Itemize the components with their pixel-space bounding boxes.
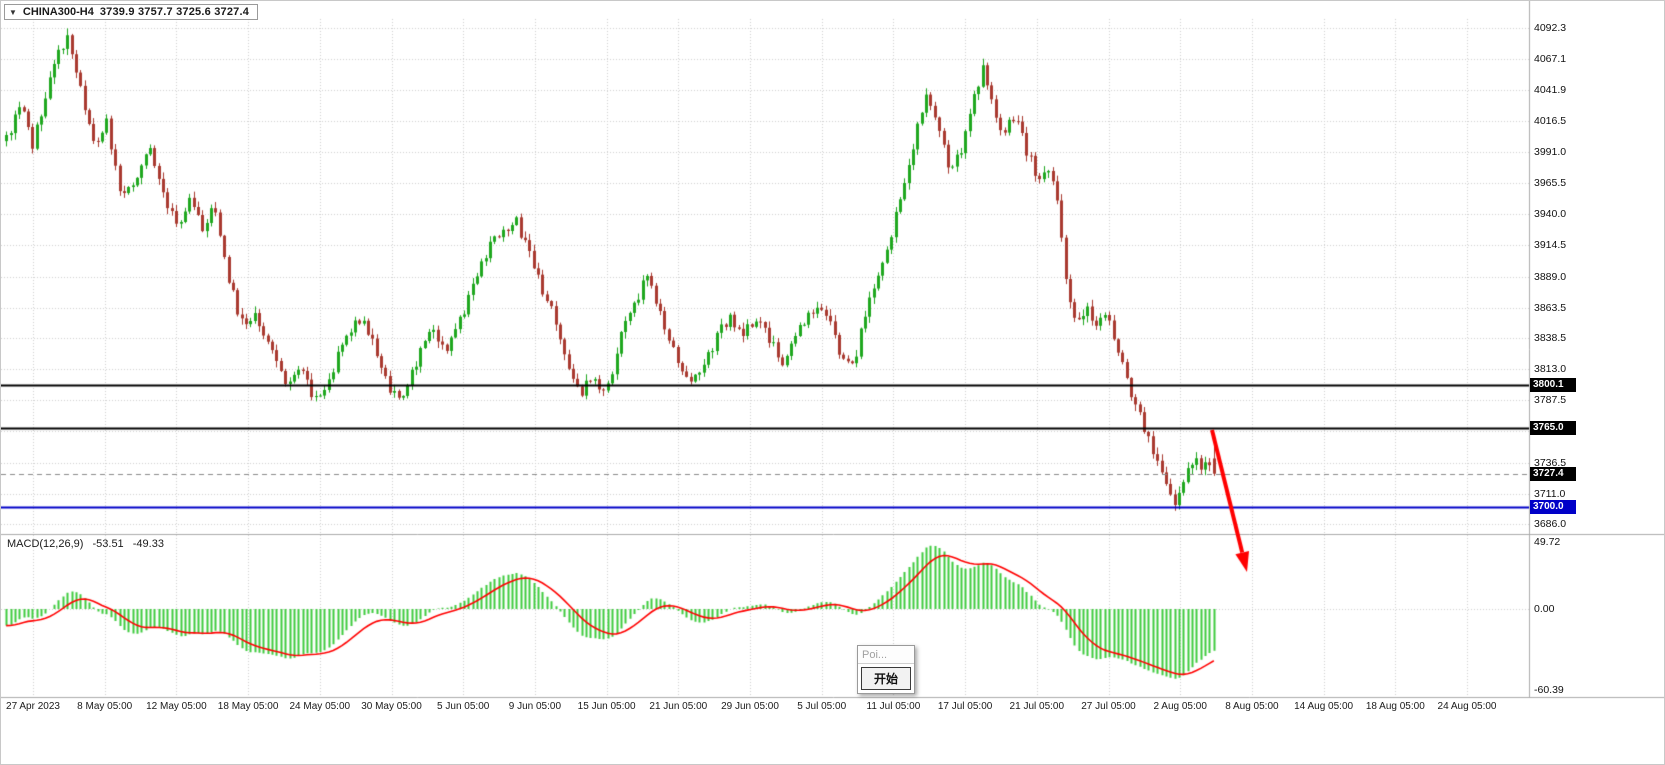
low-value: 3725.6	[176, 6, 211, 18]
price-axis-label: 3991.0	[1534, 146, 1567, 159]
time-axis-label: 14 Aug 05:00	[1294, 701, 1354, 712]
price-axis-label: 3940.0	[1534, 208, 1567, 221]
time-axis-label: 24 May 05:00	[289, 701, 351, 712]
popup-title: Poi...	[858, 646, 914, 664]
time-axis-label: 21 Jul 05:00	[1009, 701, 1065, 712]
price-axis-label: 3686.0	[1534, 518, 1567, 531]
time-axis-label: 29 Jun 05:00	[721, 701, 779, 712]
time-axis-label: 9 Jun 05:00	[508, 701, 562, 712]
price-tag: 3800.1	[1530, 377, 1576, 392]
price-axis-label: 3914.5	[1534, 239, 1567, 252]
symbol-dropdown-icon[interactable]: ▼	[9, 7, 17, 17]
close-value: 3727.4	[214, 6, 250, 18]
time-axis-label: 30 May 05:00	[361, 701, 422, 712]
macd-axis-label: 49.72	[1534, 536, 1561, 549]
price-axis-label: 4016.5	[1534, 114, 1567, 127]
macd-axis-label: -60.39	[1534, 684, 1564, 697]
price-axis-label: 3711.0	[1534, 487, 1566, 500]
popup-window[interactable]: Poi... 开始	[857, 645, 915, 694]
time-axis-label: 21 Jun 05:00	[649, 701, 708, 712]
time-axis-label: 8 May 05:00	[77, 701, 133, 712]
time-axis-label: 2 Aug 05:00	[1153, 701, 1207, 712]
time-axis-label: 15 Jun 05:00	[577, 701, 636, 712]
symbol-label: CHINA300-H4	[22, 6, 94, 18]
price-axis-label: 4092.3	[1534, 22, 1567, 35]
time-axis[interactable]: 27 Apr 2023 8 May 05:00 12 May 05:00 18 May…	[1, 701, 1529, 717]
time-axis-label: 5 Jun 05:00	[437, 701, 490, 712]
time-axis-label: 18 Aug 05:00	[1365, 701, 1425, 712]
time-axis-label: 5 Jul 05:00	[797, 701, 847, 712]
time-axis-label: 17 Jul 05:00	[937, 701, 993, 712]
macd-name: MACD(12,26,9)	[7, 538, 84, 550]
macd-signal-value: -49.33	[132, 538, 164, 550]
time-axis-label: 18 May 05:00	[217, 701, 279, 712]
start-button[interactable]: 开始	[861, 667, 911, 690]
price-tag: 3727.4	[1530, 466, 1576, 481]
price-axis-label: 3863.5	[1534, 301, 1567, 314]
time-axis-label: 27 Apr 2023	[6, 701, 60, 712]
price-axis-label: 4041.9	[1534, 83, 1567, 96]
price-axis-label: 3813.0	[1534, 363, 1567, 376]
price-axis-label: 3889.0	[1534, 270, 1567, 283]
time-axis-label: 27 Jul 05:00	[1081, 701, 1136, 712]
price-tag: 3765.0	[1530, 420, 1576, 435]
price-axis-label: 3965.5	[1534, 177, 1567, 190]
price-tag: 3700.0	[1530, 500, 1576, 515]
symbol-title-box: ▼ CHINA300-H4 3739.9 3757.7 3725.6 3727.…	[4, 4, 259, 20]
high-value: 3757.7	[137, 6, 173, 18]
price-axis[interactable]: 4092.3 4067.1 4041.9 4016.5 3991.0 3965.5 3940…	[1529, 1, 1664, 698]
price-axis-label: 3787.5	[1534, 394, 1567, 407]
time-axis-label: 11 Jul 05:00	[866, 701, 921, 712]
price-axis-label: 3838.5	[1534, 332, 1567, 345]
price-axis-label: 4067.1	[1534, 53, 1567, 66]
open-value: 3739.9	[99, 6, 135, 18]
time-axis-label: 8 Aug 05:00	[1225, 701, 1279, 712]
price-axis-label: 3736.5	[1534, 456, 1567, 469]
macd-axis-label: 0.00	[1534, 603, 1555, 615]
time-axis-label: 24 Aug 05:00	[1437, 701, 1497, 712]
macd-main-value: -53.51	[92, 538, 124, 550]
macd-indicator-label: MACD(12,26,9) -53.51 -49.33	[7, 538, 170, 550]
time-axis-label: 12 May 05:00	[146, 701, 207, 712]
